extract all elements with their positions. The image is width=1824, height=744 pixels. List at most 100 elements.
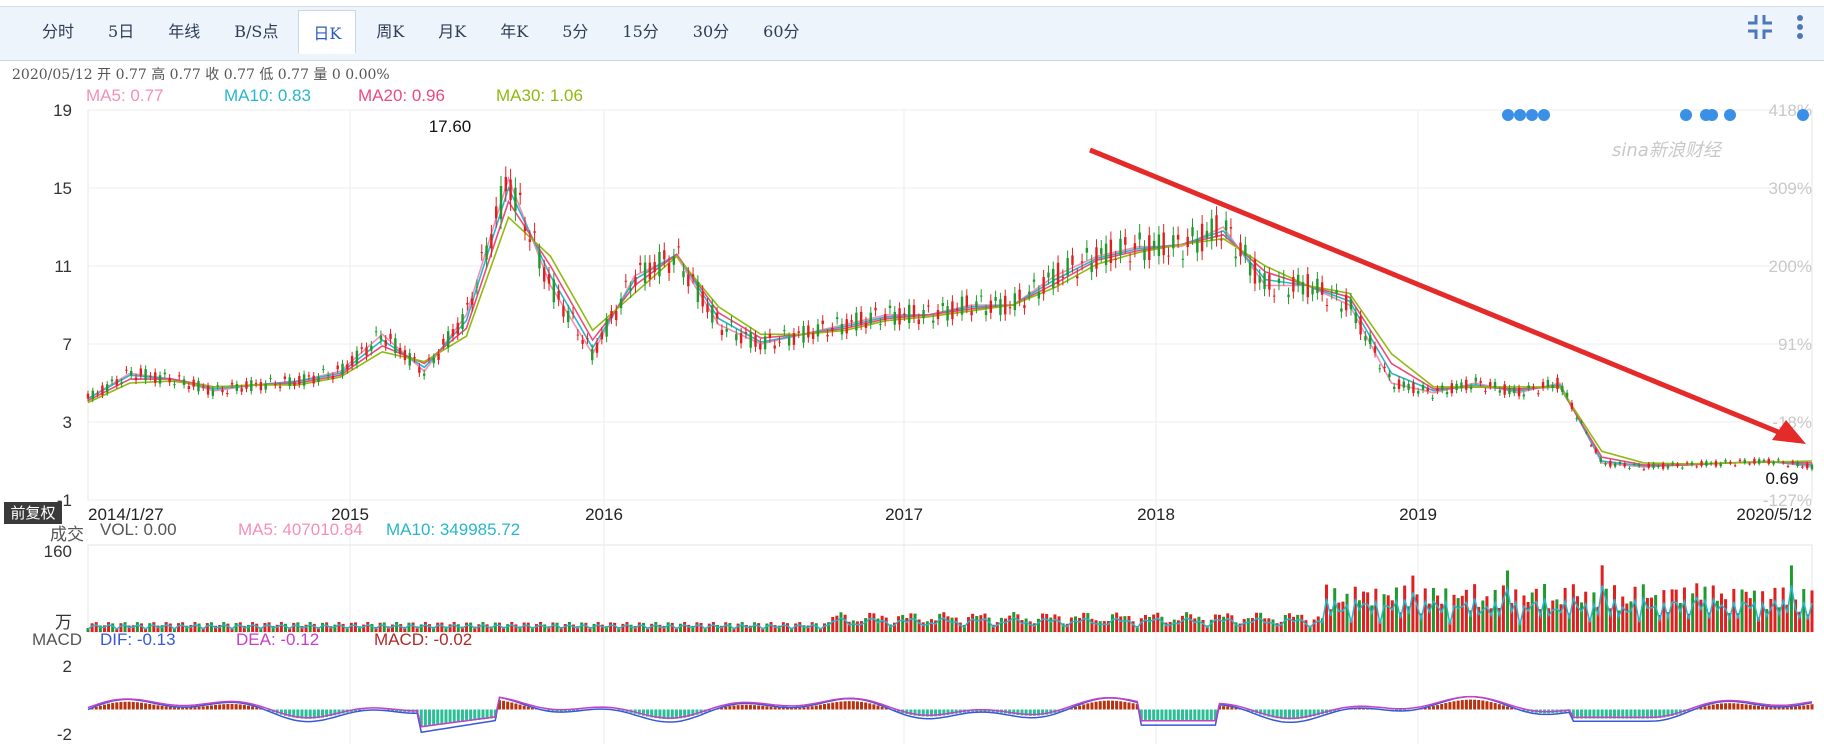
candle-body	[1407, 383, 1410, 390]
ma10-legend: MA10: 0.83	[224, 86, 311, 105]
candle-body	[1196, 239, 1199, 253]
tab-daily-k[interactable]: 日K	[298, 10, 357, 54]
candle-body	[936, 310, 940, 320]
tab-60min[interactable]: 60分	[763, 22, 800, 41]
macd-bar	[1106, 700, 1110, 710]
macd-bar	[572, 709, 576, 711]
volume-value: VOL: 0.00	[100, 520, 177, 539]
macd-bar	[1086, 703, 1090, 710]
macd-bar	[214, 704, 218, 710]
volume-bar	[1448, 621, 1452, 632]
macd-bar	[555, 709, 559, 712]
adjust-badge[interactable]: 前复权	[4, 502, 62, 524]
candle-body	[1479, 380, 1482, 383]
volume-bar	[1691, 593, 1695, 632]
volume-bar	[543, 624, 547, 632]
tab-fenshi[interactable]: 分时	[42, 22, 75, 41]
macd-bar	[1448, 702, 1452, 710]
tab-monthly-k[interactable]: 月K	[438, 22, 467, 41]
volume-bar	[942, 612, 946, 632]
macd-bar	[847, 701, 851, 710]
tab-5min[interactable]: 5分	[562, 22, 589, 41]
macd-bar	[1123, 701, 1127, 710]
candle-body	[355, 350, 359, 365]
candle-body	[984, 310, 988, 316]
volume-bar	[353, 622, 357, 632]
macd-bar	[1119, 701, 1123, 710]
candle-body	[461, 314, 464, 330]
x-axis-label: 2017	[885, 505, 923, 524]
macd-bar	[230, 703, 234, 710]
candle-body	[1004, 295, 1007, 315]
event-marker-dot	[1514, 109, 1526, 121]
volume-bar	[1312, 619, 1316, 632]
candle-body	[1791, 461, 1794, 464]
candle-body	[1527, 385, 1530, 388]
macd-bar	[1674, 709, 1678, 715]
volume-bar	[1238, 623, 1242, 632]
candle-body	[470, 298, 474, 305]
candle-body	[1224, 220, 1228, 231]
macd-bar	[251, 706, 255, 710]
candle-body	[384, 340, 387, 346]
macd-bar	[119, 701, 123, 710]
volume-bar	[1460, 595, 1464, 632]
macd-bar	[1394, 709, 1398, 711]
macd-bar	[1596, 709, 1600, 719]
volume-bar	[1621, 596, 1625, 632]
macd-bar	[419, 709, 423, 727]
volume-bar	[637, 622, 641, 632]
volume-bar	[1049, 617, 1053, 632]
volume-bar	[1016, 614, 1020, 632]
macd-bar	[1045, 709, 1049, 715]
candle-body	[1700, 461, 1703, 466]
volume-bar	[345, 627, 349, 632]
macd-bar	[1201, 709, 1205, 722]
volume-bar	[946, 616, 950, 632]
macd-bar	[748, 704, 752, 710]
volume-bar	[329, 626, 333, 632]
volume-bar	[152, 622, 156, 632]
macd-bar	[773, 707, 777, 710]
candle-body	[1767, 458, 1770, 464]
more-vertical-icon[interactable]	[1790, 12, 1810, 48]
macd-bar	[1259, 709, 1263, 715]
tab-yearly-k[interactable]: 年K	[500, 22, 529, 41]
volume-bar	[1785, 604, 1789, 632]
volume-bar	[1489, 608, 1493, 632]
volume-bar	[1452, 594, 1456, 632]
macd-bar	[1650, 709, 1654, 719]
macd-bar	[1230, 707, 1234, 710]
macd-bar	[744, 704, 748, 710]
candle-body	[1282, 276, 1285, 279]
tab-15min[interactable]: 15分	[622, 22, 659, 41]
volume-bar	[1645, 597, 1649, 632]
macd-bar	[1728, 703, 1732, 710]
macd-bar	[1506, 706, 1510, 710]
candle-body	[595, 342, 599, 353]
tab-bs-points[interactable]: B/S点	[234, 22, 279, 41]
volume-bar	[773, 625, 777, 632]
tab-yearline[interactable]: 年线	[168, 22, 201, 41]
macd-bar	[1185, 709, 1189, 722]
volume-bar	[555, 622, 559, 632]
macd-bar	[526, 706, 530, 710]
macd-bar	[1456, 700, 1460, 710]
volume-bar	[1275, 623, 1279, 632]
tab-30min[interactable]: 30分	[692, 22, 730, 41]
volume-bar	[1699, 599, 1703, 632]
volume-bar	[691, 625, 695, 632]
tab-5day[interactable]: 5日	[108, 22, 135, 41]
candle-body	[1066, 258, 1069, 276]
candle-body	[667, 263, 671, 273]
tab-weekly-k[interactable]: 周K	[376, 22, 405, 41]
macd-bar	[851, 701, 855, 710]
volume-bar	[831, 616, 835, 632]
volume-bar	[1662, 590, 1666, 632]
macd-bar	[456, 709, 460, 723]
volume-bar	[1394, 587, 1398, 632]
candle-body	[504, 176, 507, 192]
compress-icon[interactable]	[1740, 12, 1780, 48]
candle-body	[1685, 462, 1689, 464]
